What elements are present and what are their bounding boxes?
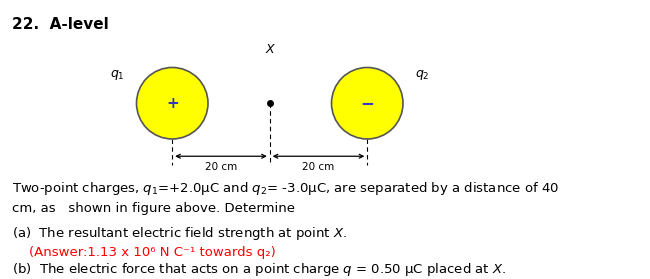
Text: −: − <box>360 94 374 112</box>
Text: (a)  The resultant electric field strength at point $X$.: (a) The resultant electric field strengt… <box>12 225 346 242</box>
Text: 22.  A-level: 22. A-level <box>12 17 109 32</box>
Text: (b)  The electric force that acts on a point charge $q$ = 0.50 μC placed at $X$.: (b) The electric force that acts on a po… <box>12 261 506 278</box>
Text: cm, as   shown in figure above. Determine: cm, as shown in figure above. Determine <box>12 202 294 215</box>
Ellipse shape <box>332 68 403 139</box>
Text: $q_1$: $q_1$ <box>110 68 125 82</box>
Text: +: + <box>166 96 179 111</box>
Text: Two-point charges, $q_1$=+2.0μC and $q_2$= -3.0μC, are separated by a distance o: Two-point charges, $q_1$=+2.0μC and $q_2… <box>12 180 559 197</box>
Ellipse shape <box>136 68 208 139</box>
Text: X: X <box>265 43 274 56</box>
Text: 20 cm: 20 cm <box>302 162 335 172</box>
Text: 20 cm: 20 cm <box>205 162 237 172</box>
Text: $q_2$: $q_2$ <box>415 68 429 82</box>
Text: (Answer:1.13 x 10⁶ N C⁻¹ towards q₂): (Answer:1.13 x 10⁶ N C⁻¹ towards q₂) <box>12 246 276 259</box>
